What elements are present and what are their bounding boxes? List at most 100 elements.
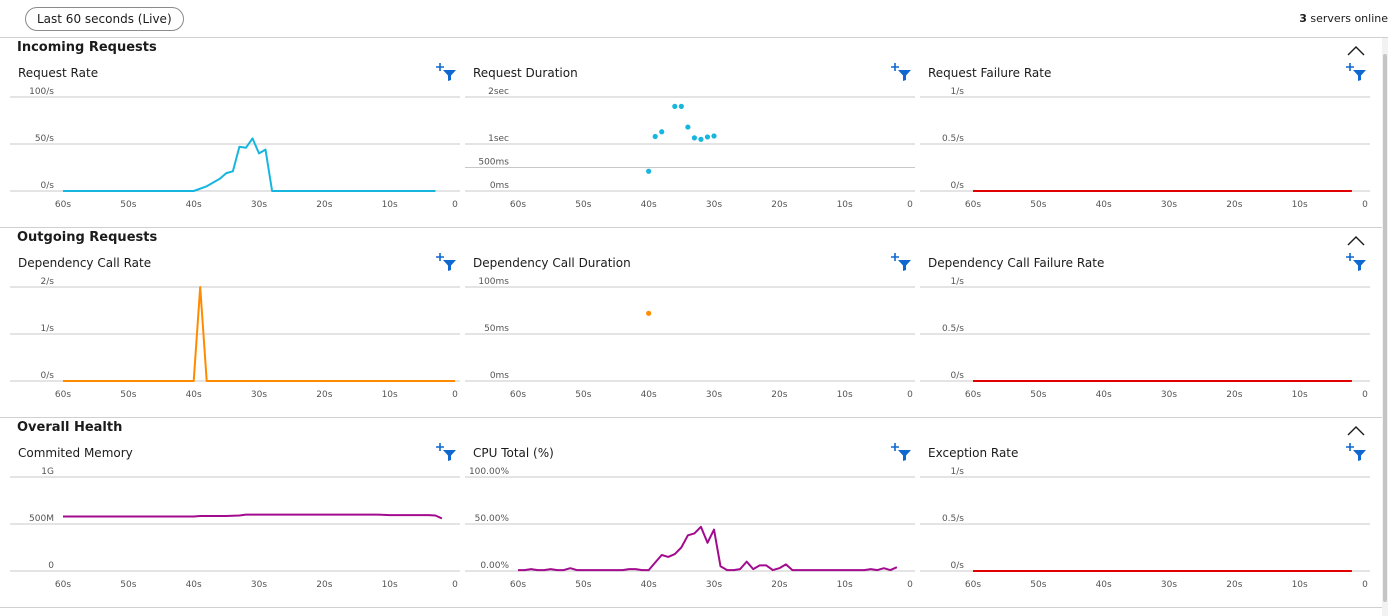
section-title: Outgoing Requests [17,230,158,245]
chart-dependency-call-failure-rate: Dependency Call Failure Rate 1/s 0.5/s 0/s 6… [920,228,1370,418]
data-point [691,135,697,141]
x-tick-label: 40s [1096,390,1112,400]
x-tick-label: 20s [316,200,332,210]
chart-title: Dependency Call Rate [18,256,152,270]
x-tick-label: 20s [1226,390,1242,400]
x-tick-label: 50s [120,390,136,400]
chart-dependency-call-duration: Dependency Call Duration 100ms 50ms 0ms 60s 5… [465,228,915,418]
add-filter-icon[interactable] [436,443,458,461]
top-toolbar: Last 60 seconds (Live) 3 servers online [0,0,1388,38]
chart-exception-rate: Exception Rate 1/s 0.5/s 0/s 60s 50s 40s 30s 20s… [920,418,1370,608]
x-tick-label: 10s [382,580,398,590]
y-tick-label: 2sec [488,87,509,97]
x-tick-label: 50s [575,390,591,400]
add-filter-icon[interactable] [1346,253,1368,271]
x-tick-label: 40s [641,580,657,590]
servers-online-status: 3 servers online [1299,12,1388,25]
x-tick-label: 60s [510,200,526,210]
x-tick-label: 10s [1292,390,1308,400]
x-tick-label: 0 [907,390,913,400]
x-tick-label: 60s [55,580,71,590]
chart-request-failure-rate: Request Failure Rate 1/s 0.5/s 0/s 60s 50s 40s… [920,38,1370,228]
y-tick-label: 100/s [29,87,54,97]
x-tick-label: 30s [706,390,722,400]
x-tick-label: 0 [452,580,458,590]
x-tick-label: 10s [1292,200,1308,210]
x-tick-label: 20s [316,390,332,400]
add-filter-icon[interactable] [891,443,913,461]
section-overall-health: Overall Health Commited Memory 1G 500M 0 60s 5… [0,418,1382,608]
y-tick-label: 1sec [488,134,509,144]
section-incoming-requests: Incoming Requests Request Rate 100/s 50/s 0/… [0,38,1382,228]
section-title: Overall Health [17,420,123,435]
chart-cpu-total: CPU Total (%) 100.00% 50.00% 0.00% 60s 50s 40s… [465,418,915,608]
y-tick-label: 0/s [951,561,965,571]
x-tick-label: 60s [55,200,71,210]
chart-title: Dependency Call Duration [473,256,631,270]
x-tick-label: 50s [575,580,591,590]
x-tick-label: 60s [510,390,526,400]
y-tick-label: 2/s [41,277,55,287]
x-tick-label: 10s [837,200,853,210]
data-point [672,103,678,109]
y-tick-label: 0.00% [480,561,509,571]
x-tick-label: 40s [186,580,202,590]
data-point [711,133,717,139]
x-tick-label: 0 [907,200,913,210]
data-point [646,310,652,316]
time-range-button[interactable]: Last 60 seconds (Live) [25,7,184,31]
chevron-up-icon[interactable] [1346,42,1366,56]
chart-title: Request Failure Rate [928,66,1052,80]
add-filter-icon[interactable] [891,253,913,271]
x-tick-label: 0 [1362,580,1368,590]
chart-dependency-call-rate: Dependency Call Rate 2/s 1/s 0/s 60s 50s 40s 30… [10,228,460,418]
series-line [63,137,436,192]
x-tick-label: 10s [837,580,853,590]
chevron-up-icon[interactable] [1346,422,1366,436]
x-tick-label: 20s [771,580,787,590]
x-tick-label: 40s [641,200,657,210]
x-tick-label: 60s [965,580,981,590]
y-tick-label: 1/s [951,87,965,97]
y-tick-label: 0/s [41,371,55,381]
y-tick-label: 0.5/s [942,134,964,144]
y-tick-label: 50/s [35,134,54,144]
chart-title: Commited Memory [18,446,133,460]
x-tick-label: 10s [382,390,398,400]
data-point [678,103,684,109]
add-filter-icon[interactable] [1346,63,1368,81]
section-divider [0,607,1382,608]
y-tick-label: 100ms [478,277,509,287]
y-tick-label: 1/s [951,467,965,477]
scrollbar-thumb[interactable] [1383,54,1387,602]
data-point [698,136,704,142]
add-filter-icon[interactable] [891,63,913,81]
x-tick-label: 60s [510,580,526,590]
x-tick-label: 0 [1362,390,1368,400]
add-filter-icon[interactable] [1346,443,1368,461]
x-tick-label: 30s [251,390,267,400]
x-tick-label: 40s [1096,200,1112,210]
add-filter-icon[interactable] [436,253,458,271]
x-tick-label: 60s [965,390,981,400]
chevron-up-icon[interactable] [1346,232,1366,246]
x-tick-label: 0 [452,390,458,400]
x-tick-label: 30s [1161,580,1177,590]
x-tick-label: 40s [186,390,202,400]
series-line [63,286,455,382]
x-tick-label: 30s [1161,390,1177,400]
y-tick-label: 500M [29,514,54,524]
x-tick-label: 10s [837,390,853,400]
x-tick-label: 60s [965,200,981,210]
series-line [63,513,443,520]
y-tick-label: 0ms [490,181,509,191]
add-filter-icon[interactable] [436,63,458,81]
y-tick-label: 0/s [41,181,55,191]
y-tick-label: 1/s [41,324,55,334]
y-tick-label: 100.00% [469,467,509,477]
section-outgoing-requests: Outgoing Requests Dependency Call Rate 2/s… [0,228,1382,418]
x-tick-label: 30s [706,200,722,210]
x-tick-label: 50s [1030,580,1046,590]
